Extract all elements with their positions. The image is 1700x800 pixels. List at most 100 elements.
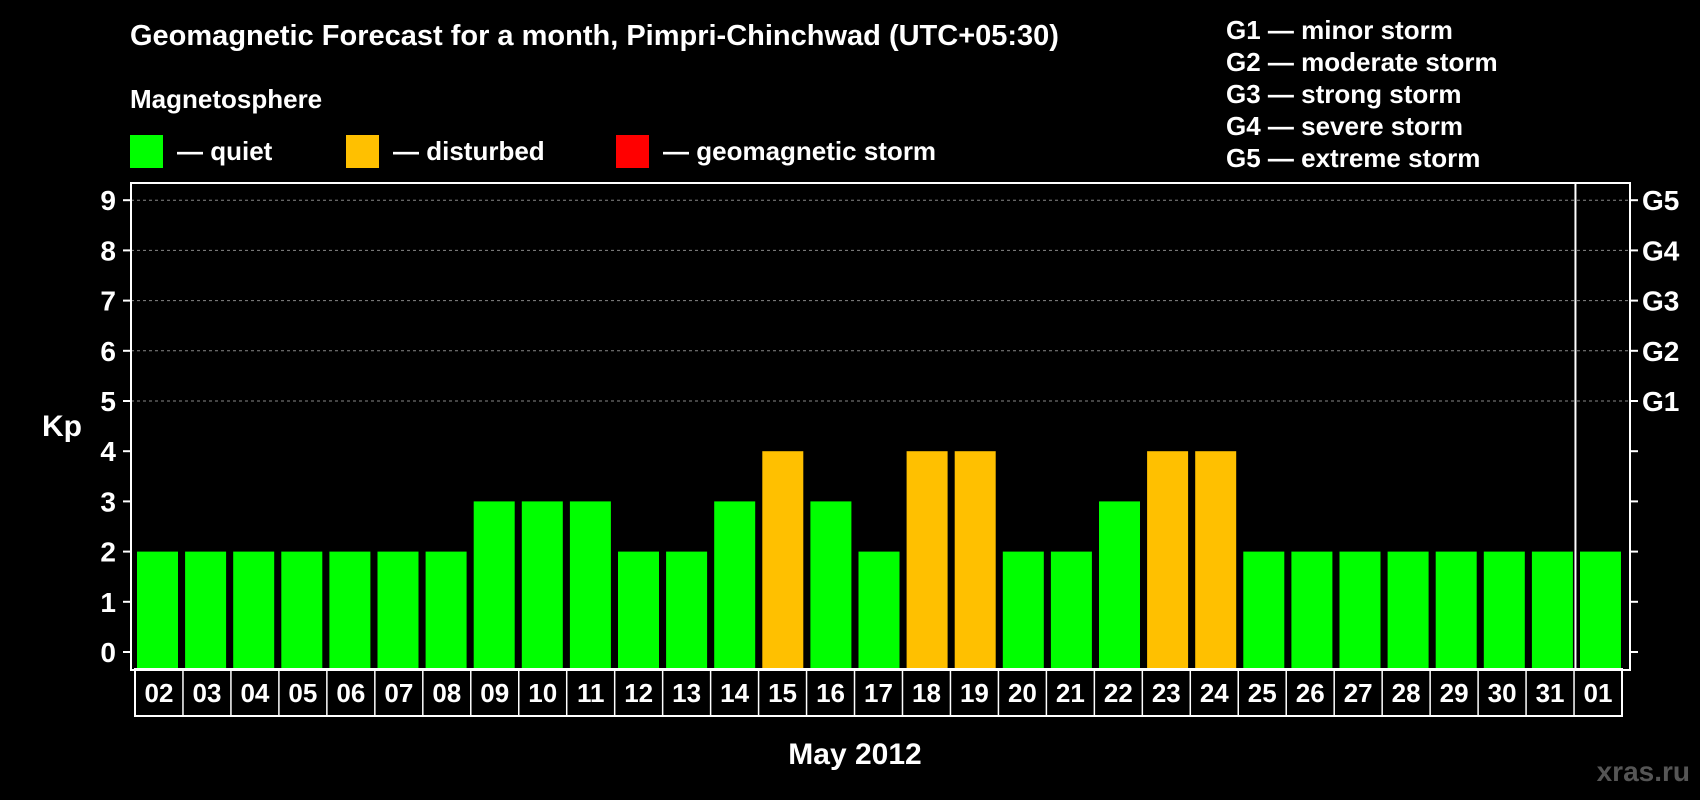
y-tick-label-7: 7 <box>100 286 116 317</box>
bar-06 <box>329 551 371 670</box>
bar-27 <box>1339 551 1381 670</box>
x-category-box <box>134 668 1623 717</box>
x-tick-label-20: 20 <box>1008 678 1037 708</box>
x-tick-label-31: 31 <box>1536 678 1565 708</box>
x-tick-label-27: 27 <box>1344 678 1373 708</box>
legend-item-storm: — geomagnetic storm <box>616 134 936 168</box>
watermark: xras.ru <box>1596 756 1690 787</box>
bar-19 <box>954 451 996 670</box>
x-tick-label-07: 07 <box>384 678 413 708</box>
bar-23 <box>1147 451 1189 670</box>
bar-22 <box>1099 501 1140 670</box>
x-tick-label-02: 02 <box>145 678 174 708</box>
x-tick-label-11: 11 <box>577 678 605 708</box>
bar-14 <box>714 501 756 670</box>
x-tick-label-10: 10 <box>528 678 557 708</box>
bar-10 <box>521 501 563 670</box>
bar-13 <box>666 551 708 670</box>
bar-07 <box>377 551 419 670</box>
storm-level-label-G3: G3 <box>1642 286 1679 317</box>
bar-30 <box>1483 551 1525 670</box>
bar-28 <box>1387 551 1429 670</box>
x-tick-label-12: 12 <box>624 678 653 708</box>
x-tick-label-04: 04 <box>240 678 269 708</box>
x-tick-label-08: 08 <box>432 678 461 708</box>
bar-16 <box>810 501 852 670</box>
y-tick-label-9: 9 <box>100 185 116 216</box>
y-tick-label-1: 1 <box>100 587 116 618</box>
x-tick-label-05: 05 <box>288 678 317 708</box>
x-tick-label-21: 21 <box>1056 678 1085 708</box>
x-tick-label-03: 03 <box>192 678 221 708</box>
bar-17 <box>858 551 900 670</box>
bar-26 <box>1291 551 1333 670</box>
storm-scale-g3: G3 — strong storm <box>1226 79 1462 109</box>
bar-18 <box>906 451 948 670</box>
storm-level-label-G4: G4 <box>1642 235 1680 266</box>
bar-25 <box>1243 551 1285 670</box>
y-tick-label-5: 5 <box>100 386 116 417</box>
y-tick-label-8: 8 <box>100 235 116 266</box>
x-tick-label-25: 25 <box>1248 678 1277 708</box>
bar-04 <box>233 551 275 670</box>
storm-scale-g5: G5 — extreme storm <box>1226 143 1481 173</box>
bar-15 <box>762 451 804 670</box>
legend-heading: Magnetosphere <box>130 84 323 114</box>
x-tick-label-15: 15 <box>768 678 797 708</box>
bar-03 <box>185 551 227 670</box>
storm-scale-g2: G2 — moderate storm <box>1226 47 1498 77</box>
bar-05 <box>281 551 323 670</box>
x-tick-label-16: 16 <box>816 678 845 708</box>
bar-09 <box>473 501 515 670</box>
y-tick-label-0: 0 <box>100 637 116 668</box>
bar-12 <box>618 551 659 670</box>
bar-02 <box>137 551 178 670</box>
x-tick-label-28: 28 <box>1392 678 1421 708</box>
legend-swatch-quiet <box>130 134 163 168</box>
storm-level-label-G2: G2 <box>1642 336 1679 367</box>
legend: — quiet — disturbed — geomagnetic storm <box>130 134 1070 168</box>
x-tick-label-30: 30 <box>1488 678 1517 708</box>
bar-24 <box>1195 451 1237 670</box>
storm-scale-legend: G1 — minor storm G2 — moderate storm G3 … <box>1226 14 1498 174</box>
y-tick-label-3: 3 <box>100 486 116 517</box>
storm-scale-g4: G4 — severe storm <box>1226 111 1464 141</box>
y-tick-label-4: 4 <box>100 436 116 467</box>
y-tick-label-6: 6 <box>100 336 116 367</box>
storm-level-label-G1: G1 <box>1642 386 1679 417</box>
legend-item-disturbed: — disturbed <box>346 134 545 168</box>
legend-item-quiet: — quiet <box>130 134 272 168</box>
legend-label-disturbed: — disturbed <box>393 135 545 166</box>
bar-21 <box>1050 551 1092 670</box>
legend-swatch-disturbed <box>346 134 379 168</box>
bar-11 <box>569 501 611 670</box>
bar-08 <box>425 551 467 670</box>
x-tick-label-06: 06 <box>336 678 365 708</box>
x-tick-label-22: 22 <box>1104 678 1133 708</box>
storm-level-label-G5: G5 <box>1642 185 1679 216</box>
legend-label-storm: — geomagnetic storm <box>663 135 937 166</box>
x-tick-label-13: 13 <box>672 678 701 708</box>
x-tick-label-18: 18 <box>912 678 941 708</box>
legend-label-quiet: — quiet <box>177 135 273 166</box>
y-tick-label-2: 2 <box>100 537 116 568</box>
x-tick-label-09: 09 <box>480 678 509 708</box>
legend-swatch-storm <box>616 134 649 168</box>
x-tick-label-19: 19 <box>960 678 989 708</box>
x-tick-label-14: 14 <box>720 678 749 708</box>
chart-title: Geomagnetic Forecast for a month, Pimpri… <box>130 20 1059 52</box>
x-tick-label-17: 17 <box>864 678 893 708</box>
y-axis-label: Kp <box>42 410 82 443</box>
x-tick-label-26: 26 <box>1296 678 1325 708</box>
bar-31 <box>1531 551 1573 670</box>
x-tick-label-29: 29 <box>1440 678 1469 708</box>
x-tick-label-23: 23 <box>1152 678 1181 708</box>
x-axis-label: May 2012 <box>788 738 922 771</box>
bar-29 <box>1435 551 1477 670</box>
bar-01 <box>1580 551 1621 670</box>
x-tick-label-01: 01 <box>1584 678 1613 708</box>
storm-scale-g1: G1 — minor storm <box>1226 15 1453 45</box>
x-tick-label-24: 24 <box>1200 678 1229 708</box>
bar-20 <box>1002 551 1044 670</box>
